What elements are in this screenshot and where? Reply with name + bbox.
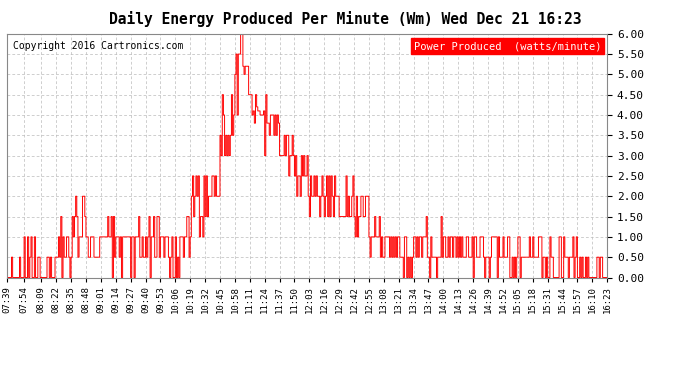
Text: Copyright 2016 Cartronics.com: Copyright 2016 Cartronics.com — [13, 41, 184, 51]
Text: Power Produced  (watts/minute): Power Produced (watts/minute) — [414, 41, 601, 51]
Text: Daily Energy Produced Per Minute (Wm) Wed Dec 21 16:23: Daily Energy Produced Per Minute (Wm) We… — [109, 11, 581, 27]
